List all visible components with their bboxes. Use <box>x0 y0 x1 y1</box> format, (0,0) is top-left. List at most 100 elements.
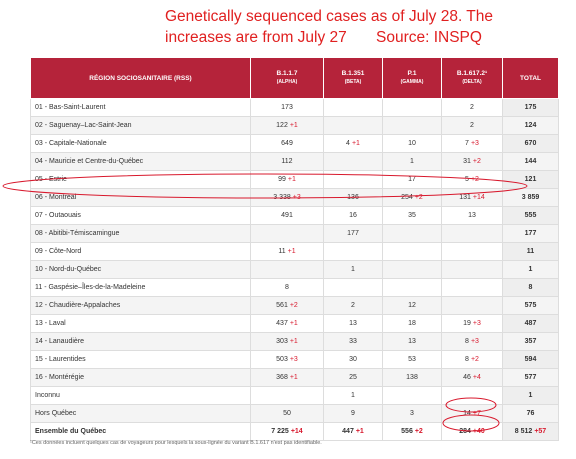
value-cell <box>323 170 383 189</box>
value-cell: 2 <box>441 116 503 135</box>
cell-increase: +3 <box>289 356 298 363</box>
cell-value: 35 <box>408 212 416 219</box>
cell-value: 13 <box>349 320 357 327</box>
value-cell: 487 <box>502 314 559 333</box>
column-name: B.1.351 <box>341 70 365 77</box>
cell-increase: +3 <box>292 194 301 201</box>
value-cell <box>382 260 442 279</box>
table-body: 01 - Bas-Saint-Laurent 173 2 175 02 - Saguen… <box>30 98 559 441</box>
value-cell: 13 <box>441 206 503 225</box>
value-cell: 5 +2 <box>441 170 503 189</box>
region-cell: 12 - Chaudière-Appalaches <box>30 296 251 315</box>
cell-value: 577 <box>524 374 537 381</box>
cell-increase: +1 <box>351 140 360 147</box>
value-cell <box>323 278 383 297</box>
cell-increase: +2 <box>470 356 479 363</box>
value-cell: 9 <box>323 404 383 423</box>
value-cell: 1 <box>502 386 559 405</box>
column-header: RÉGION SOCIOSANITAIRE (RSS) <box>30 57 251 99</box>
value-cell: 131 +14 <box>441 188 503 207</box>
region-cell: 03 - Capitale-Nationale <box>30 134 251 153</box>
value-cell: 144 <box>502 152 559 171</box>
table-row: 01 - Bas-Saint-Laurent 173 2 175 <box>30 98 559 117</box>
cell-increase: +2 <box>414 428 423 435</box>
value-cell: 303 +1 <box>250 332 324 351</box>
value-cell: 368 +1 <box>250 368 324 387</box>
value-cell: 46 +4 <box>441 368 503 387</box>
value-cell: 3 859 <box>502 188 559 207</box>
cell-increase: +40 <box>472 428 485 435</box>
cell-value: 357 <box>524 338 537 345</box>
cell-value: 31 <box>463 158 471 165</box>
value-cell <box>382 98 442 117</box>
cell-increase: +3 <box>470 338 479 345</box>
cell-increase: +1 <box>287 248 296 255</box>
value-cell: 1 <box>323 260 383 279</box>
column-name: RÉGION SOCIOSANITAIRE (RSS) <box>89 74 192 82</box>
cell-value: 136 <box>347 194 359 201</box>
value-cell <box>382 386 442 405</box>
column-subtitle: (GAMMA) <box>400 79 424 85</box>
value-cell: 124 <box>502 116 559 135</box>
cell-value: 649 <box>281 140 293 147</box>
region-cell: 07 - Outaouais <box>30 206 251 225</box>
cell-value: 173 <box>281 104 293 111</box>
cell-value: 46 <box>463 374 471 381</box>
value-cell: 13 <box>323 314 383 333</box>
cell-value: 284 <box>459 428 471 435</box>
table-row: 02 - Saguenay–Lac-Saint-Jean 122 +1 2 124 <box>30 116 559 135</box>
cell-value: 50 <box>283 410 291 417</box>
value-cell <box>323 242 383 261</box>
region-cell: 01 - Bas-Saint-Laurent <box>30 98 251 117</box>
cell-value: 594 <box>524 356 537 363</box>
table-row: 15 - Laurentides 503 +3 30 53 8 +2 594 <box>30 350 559 369</box>
cell-value: 8 <box>465 356 469 363</box>
cell-value: 503 <box>276 356 288 363</box>
cell-value: 8 <box>465 338 469 345</box>
value-cell <box>441 296 503 315</box>
region-cell: 15 - Laurentides <box>30 350 251 369</box>
cell-value: 112 <box>281 158 293 165</box>
value-cell <box>382 242 442 261</box>
cell-value: 447 <box>342 428 354 435</box>
value-cell: 8 +3 <box>441 332 503 351</box>
cell-value: 11 <box>526 248 535 255</box>
table-row: 11 - Gaspésie–Îles-de-la-Madeleine 8 8 <box>30 278 559 297</box>
table-row: 03 - Capitale-Nationale 649 4 +1 10 7 +3 670 <box>30 134 559 153</box>
cell-increase: +1 <box>289 122 298 129</box>
value-cell: 1 <box>502 260 559 279</box>
cell-increase: +1 <box>289 374 298 381</box>
table-row: 14 - Lanaudière 303 +1 33 13 8 +3 357 <box>30 332 559 351</box>
value-cell: 555 <box>502 206 559 225</box>
region-cell: 14 - Lanaudière <box>30 332 251 351</box>
value-cell: 503 +3 <box>250 350 324 369</box>
region-cell: 02 - Saguenay–Lac-Saint-Jean <box>30 116 251 135</box>
value-cell: 491 <box>250 206 324 225</box>
cell-value: 670 <box>524 140 537 147</box>
cell-increase: +3 <box>470 140 479 147</box>
table-row: 08 - Abitibi-Témiscamingue 177 177 <box>30 224 559 243</box>
region-cell: 06 - Montréal <box>30 188 251 207</box>
region-cell: 16 - Montérégie <box>30 368 251 387</box>
cell-value: 122 <box>276 122 288 129</box>
cell-increase: +2 <box>472 158 481 165</box>
region-cell: 04 - Mauricie et Centre-du-Québec <box>30 152 251 171</box>
cell-value: 30 <box>349 356 357 363</box>
cell-value: 7 225 <box>271 428 289 435</box>
cell-value: 2 <box>470 104 474 111</box>
value-cell <box>250 260 324 279</box>
value-cell: 53 <box>382 350 442 369</box>
cell-increase: +7 <box>472 410 481 417</box>
table-row: 10 - Nord-du-Québec 1 1 <box>30 260 559 279</box>
cell-value: 561 <box>276 302 288 309</box>
cell-value: 99 <box>278 176 286 183</box>
region-cell: 05 - Estrie <box>30 170 251 189</box>
value-cell: 7 225 +14 <box>250 422 324 441</box>
cell-increase: +1 <box>289 338 298 345</box>
table-row: 07 - Outaouais 491 16 35 13 555 <box>30 206 559 225</box>
value-cell: 99 +1 <box>250 170 324 189</box>
cell-value: 33 <box>349 338 357 345</box>
footnote: ¹Ces données incluent quelques cas de vo… <box>30 440 322 446</box>
column-name: B.1.1.7 <box>276 70 298 77</box>
